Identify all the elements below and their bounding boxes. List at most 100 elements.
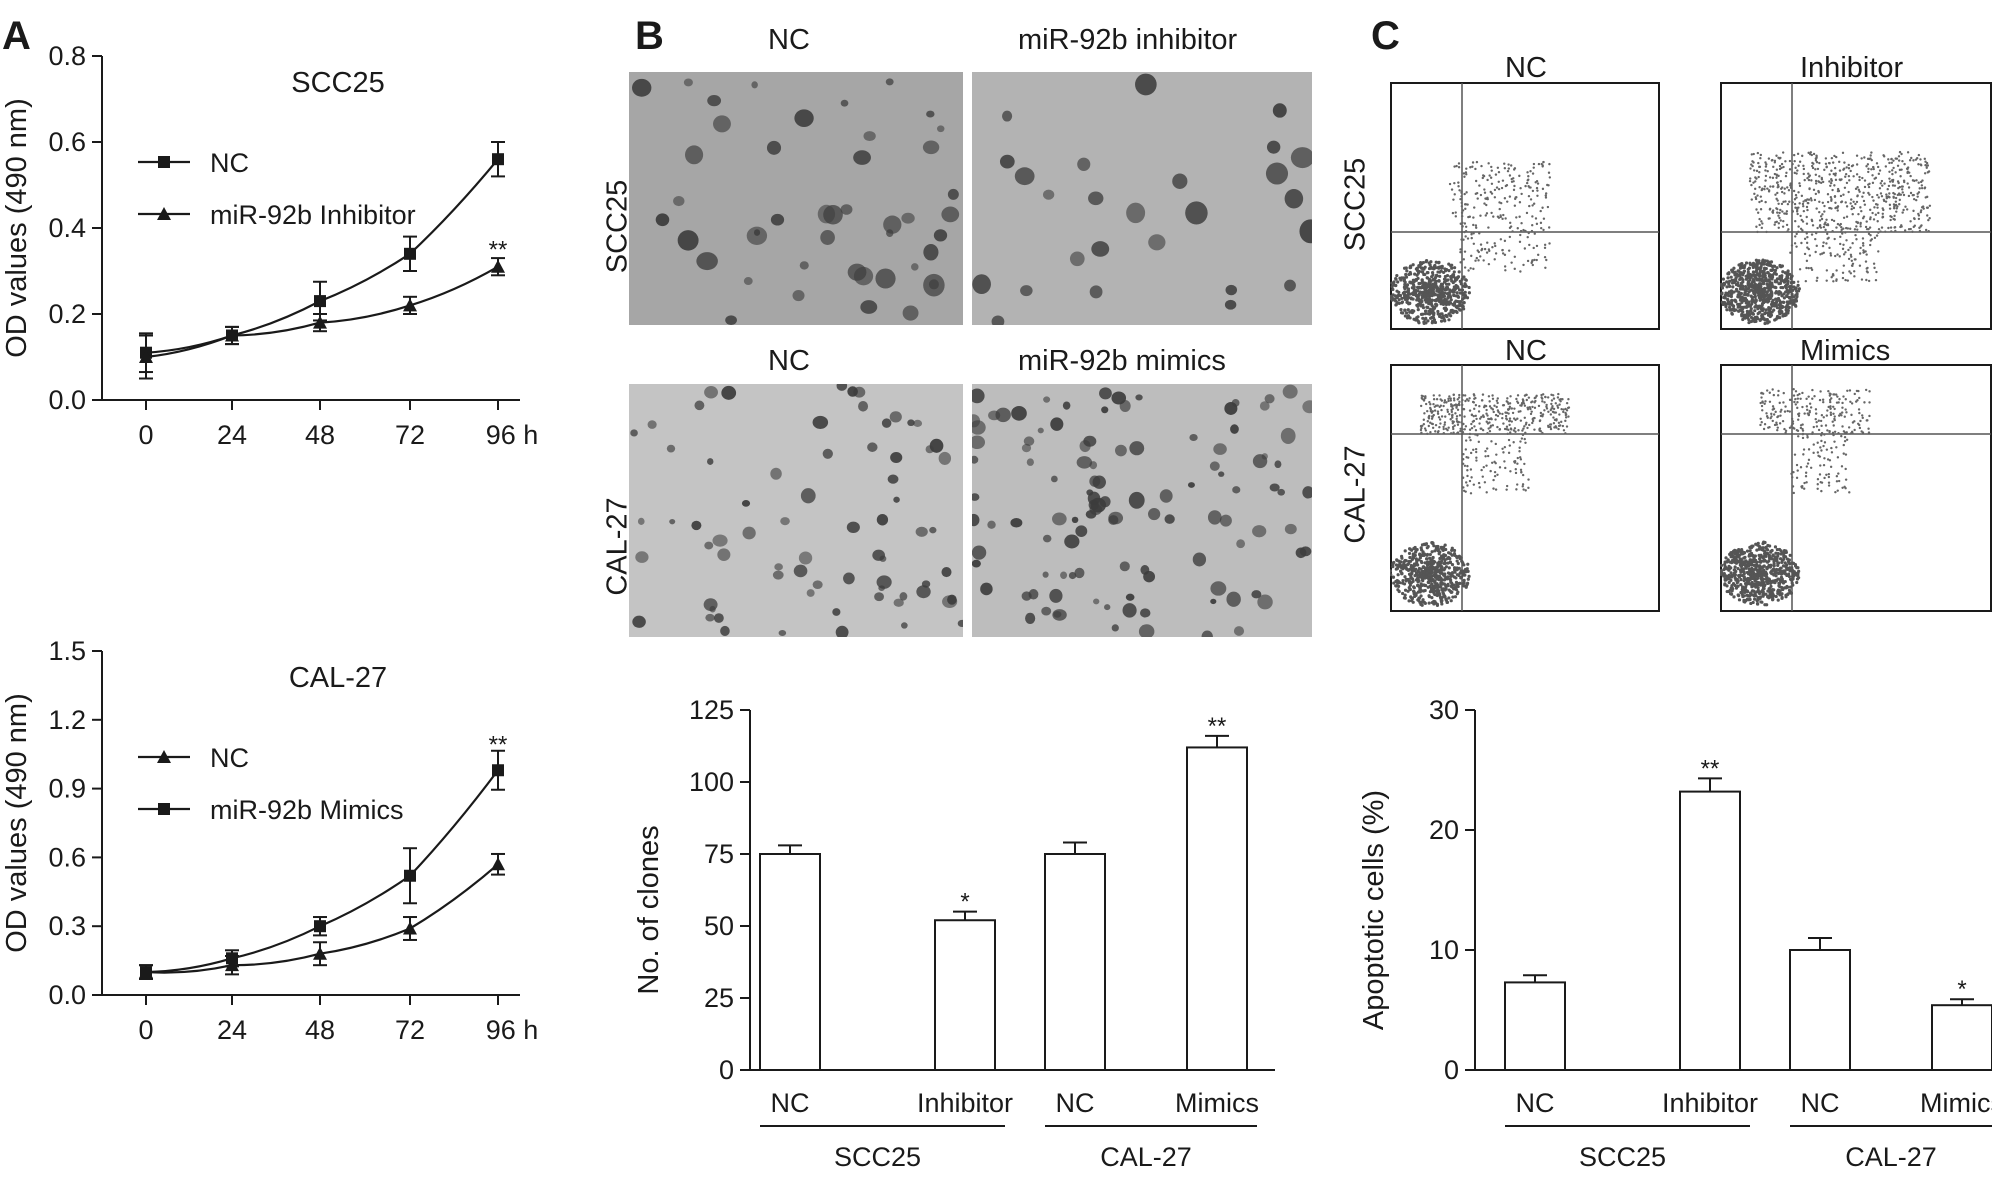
event-dot bbox=[1394, 277, 1398, 281]
event-dot bbox=[1747, 554, 1751, 558]
event-dot bbox=[1817, 428, 1821, 432]
event-dot bbox=[1438, 418, 1442, 421]
event-dot bbox=[1727, 279, 1732, 283]
event-dot bbox=[1505, 418, 1509, 421]
event-dot bbox=[1720, 286, 1725, 290]
event-dot bbox=[1786, 308, 1790, 313]
event-dot bbox=[1783, 572, 1788, 576]
colony bbox=[1099, 387, 1112, 400]
event-dot bbox=[1499, 214, 1502, 217]
event-dot bbox=[1546, 183, 1549, 187]
event-dot bbox=[1809, 406, 1813, 409]
event-dot bbox=[1725, 584, 1729, 588]
event-dot bbox=[1534, 396, 1537, 399]
significance-marker: ** bbox=[1208, 713, 1227, 740]
y-tick-label: 25 bbox=[704, 983, 734, 1013]
event-dot bbox=[1519, 187, 1522, 190]
colony bbox=[780, 517, 790, 526]
event-dot bbox=[1742, 598, 1746, 602]
event-dot bbox=[1831, 230, 1834, 233]
event-dot bbox=[1783, 187, 1786, 190]
colony bbox=[1060, 571, 1068, 580]
event-dot bbox=[1805, 397, 1808, 401]
event-dot bbox=[1553, 411, 1556, 414]
colony bbox=[772, 570, 784, 580]
event-dot bbox=[1558, 413, 1561, 416]
event-dot bbox=[1493, 188, 1497, 192]
event-dot bbox=[1912, 209, 1915, 213]
event-dot bbox=[1745, 549, 1750, 553]
event-dot bbox=[1775, 154, 1778, 157]
event-dot bbox=[1732, 571, 1736, 576]
event-dot bbox=[1472, 242, 1476, 245]
event-dot bbox=[1787, 588, 1792, 592]
event-dot bbox=[1417, 321, 1421, 325]
event-dot bbox=[1798, 268, 1802, 271]
event-dot bbox=[1796, 169, 1799, 172]
event-dot bbox=[1420, 426, 1423, 430]
colony-image-scc25-inhibitor bbox=[972, 72, 1312, 325]
event-dot bbox=[1519, 404, 1522, 407]
event-dot bbox=[1418, 585, 1422, 589]
event-dot bbox=[1759, 417, 1762, 420]
event-dot bbox=[1841, 486, 1844, 489]
event-dot bbox=[1864, 225, 1868, 229]
event-dot bbox=[1406, 308, 1410, 312]
event-dot bbox=[1426, 312, 1430, 316]
event-dot bbox=[1784, 160, 1787, 163]
event-dot bbox=[1505, 425, 1509, 428]
event-dot bbox=[1830, 199, 1833, 202]
event-dot bbox=[1760, 199, 1763, 203]
event-dot bbox=[1794, 286, 1798, 290]
event-dot bbox=[1437, 265, 1441, 269]
event-dot bbox=[1779, 572, 1784, 576]
event-dot bbox=[1746, 280, 1750, 284]
event-dot bbox=[1432, 278, 1436, 282]
event-dot bbox=[1808, 411, 1811, 414]
event-dot bbox=[1456, 423, 1460, 426]
colony bbox=[1043, 396, 1051, 403]
event-dot bbox=[1523, 425, 1526, 428]
event-dot bbox=[1501, 252, 1505, 255]
event-dot bbox=[1449, 399, 1453, 402]
event-dot bbox=[1524, 489, 1527, 492]
event-dot bbox=[1419, 312, 1424, 316]
event-dot bbox=[1750, 580, 1754, 585]
event-dot bbox=[1478, 405, 1481, 408]
event-dot bbox=[1483, 247, 1487, 251]
event-dot bbox=[1459, 569, 1463, 573]
colony bbox=[858, 400, 869, 412]
event-dot bbox=[1792, 573, 1797, 577]
colony bbox=[1089, 475, 1101, 487]
event-dot bbox=[1832, 412, 1835, 415]
event-dot bbox=[1502, 451, 1505, 454]
event-dot bbox=[1440, 415, 1444, 418]
event-dot bbox=[1829, 413, 1833, 417]
event-dot bbox=[1431, 426, 1435, 430]
event-dot bbox=[1884, 230, 1887, 233]
event-dot bbox=[1734, 300, 1738, 304]
event-dot bbox=[1528, 406, 1532, 409]
event-dot bbox=[1522, 263, 1525, 267]
event-dot bbox=[1426, 544, 1430, 549]
event-dot bbox=[1852, 175, 1855, 178]
event-dot bbox=[1836, 187, 1840, 191]
event-dot bbox=[1477, 250, 1481, 254]
event-dot bbox=[1420, 603, 1424, 607]
event-dot bbox=[1452, 587, 1456, 591]
event-dot bbox=[1761, 570, 1765, 574]
event-dot bbox=[1860, 209, 1863, 213]
event-dot bbox=[1764, 179, 1767, 182]
event-dot bbox=[1787, 572, 1791, 576]
event-dot bbox=[1841, 151, 1845, 155]
event-dot bbox=[1917, 191, 1921, 194]
colony bbox=[743, 277, 753, 286]
colony bbox=[1159, 489, 1173, 503]
event-dot bbox=[1519, 233, 1522, 237]
event-dot bbox=[1406, 589, 1410, 593]
event-dot bbox=[1727, 294, 1731, 298]
event-dot bbox=[1423, 317, 1427, 321]
event-dot bbox=[1830, 218, 1834, 222]
event-dot bbox=[1773, 172, 1777, 176]
event-dot bbox=[1452, 270, 1456, 274]
